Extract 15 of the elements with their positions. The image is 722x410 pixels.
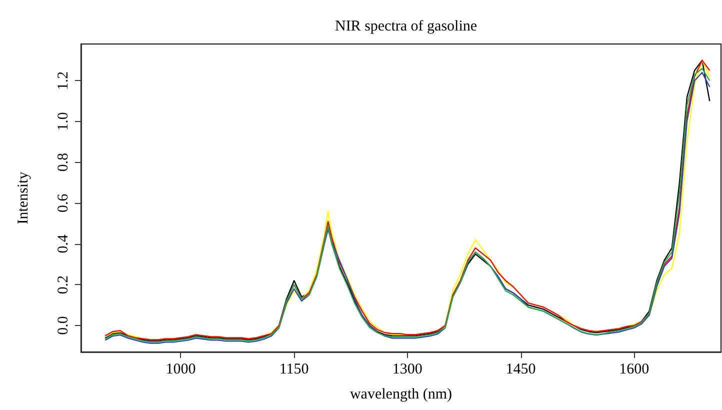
y-tick-label: 0.0 — [56, 316, 72, 335]
y-tick-label: 1.0 — [56, 112, 72, 131]
x-tick-label: 1000 — [166, 362, 196, 378]
y-tick-label: 0.4 — [56, 234, 72, 254]
x-tick-label: 1600 — [619, 362, 650, 378]
y-tick-label: 1.2 — [56, 71, 72, 90]
x-axis-title: wavelength (nm) — [350, 386, 452, 402]
y-tick-label: 0.6 — [56, 193, 72, 212]
y-tick-label: 0.2 — [56, 275, 72, 294]
x-tick-label: 1300 — [392, 362, 422, 378]
x-tick-label: 1450 — [506, 362, 536, 378]
y-tick-label: 0.8 — [56, 152, 72, 172]
chart-title: NIR spectra of gasoline — [334, 18, 478, 34]
y-axis-title: Intensity — [16, 171, 32, 224]
x-tick-label: 1150 — [279, 362, 309, 378]
